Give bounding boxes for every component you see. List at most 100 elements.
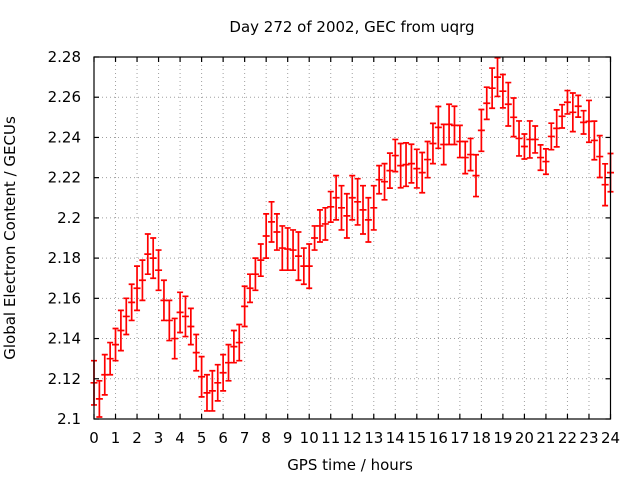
- error-bar-point: [386, 152, 394, 189]
- x-tick-label: 5: [197, 429, 207, 447]
- x-tick-label: 18: [472, 429, 491, 447]
- error-bar-point: [370, 184, 378, 231]
- axis-ticks: [93, 56, 612, 420]
- error-bar-point: [526, 120, 534, 159]
- error-bar-point: [128, 283, 136, 322]
- error-bar-point: [499, 73, 507, 109]
- error-bar-point: [537, 144, 545, 172]
- error-bar-point: [106, 341, 114, 376]
- x-tick-label: 4: [175, 429, 185, 447]
- error-bar-point: [155, 249, 163, 292]
- error-bar-point: [273, 213, 281, 251]
- x-tick-label: 23: [579, 429, 598, 447]
- x-tick-label: 2: [132, 429, 142, 447]
- error-bar-point: [359, 184, 367, 235]
- error-bar-point: [176, 291, 184, 334]
- error-bar-point: [278, 225, 286, 272]
- x-tick-label: 3: [154, 429, 164, 447]
- error-bar-point: [461, 140, 469, 175]
- error-bar-point: [165, 299, 173, 342]
- error-bar-point: [192, 333, 200, 372]
- x-tick-label: 15: [407, 429, 426, 447]
- error-bar-point: [418, 151, 426, 194]
- error-bar-point: [397, 142, 405, 189]
- error-bar-point: [381, 162, 389, 201]
- error-bar-point: [262, 213, 270, 259]
- error-bar-point: [483, 86, 491, 121]
- error-bar-point: [316, 208, 324, 243]
- error-bar-point: [251, 257, 259, 292]
- error-bar-point: [413, 148, 421, 189]
- error-bar-point: [440, 123, 448, 166]
- error-bar-point: [95, 379, 103, 418]
- x-tick-label: 12: [343, 429, 362, 447]
- error-bar-point: [542, 148, 550, 176]
- error-bar-point: [429, 122, 437, 165]
- x-tick-label: 21: [536, 429, 555, 447]
- error-bar-point: [450, 105, 458, 146]
- error-bar-point: [558, 103, 566, 129]
- x-tick-label: 14: [386, 429, 405, 447]
- error-bar-point: [520, 133, 528, 160]
- x-tick-label: 6: [218, 429, 228, 447]
- error-bar-point: [553, 109, 561, 148]
- chart-title: Day 272 of 2002, GEC from uqrg: [229, 18, 474, 36]
- error-bar-point: [305, 243, 313, 290]
- error-bar-point: [117, 309, 125, 352]
- error-bar-point: [327, 190, 335, 223]
- error-bar-point: [311, 225, 319, 251]
- error-bar-point: [563, 89, 571, 115]
- x-tick-label: 10: [300, 429, 319, 447]
- error-bar-point: [515, 120, 523, 157]
- error-bar-point: [187, 307, 195, 346]
- error-bar-point: [284, 227, 292, 272]
- error-bar-point: [246, 273, 254, 304]
- error-bar-point: [149, 237, 157, 280]
- y-axis-label: Global Electron Content / GECUs: [1, 116, 19, 360]
- error-bar-point: [391, 138, 399, 173]
- x-tick-label: 11: [321, 429, 340, 447]
- x-axis-label: GPS time / hours: [287, 456, 413, 474]
- error-bar-point: [171, 317, 179, 360]
- error-bar-point: [321, 206, 329, 241]
- error-bar-point: [332, 174, 340, 221]
- y-tick-label: 2.28: [48, 48, 81, 66]
- error-bar-point: [574, 94, 582, 118]
- y-tick-label: 2.14: [48, 330, 81, 348]
- y-tick-label: 2.26: [48, 88, 81, 106]
- error-bar-point: [402, 142, 410, 188]
- error-bar-point: [504, 81, 512, 127]
- error-bar-point: [375, 164, 383, 195]
- x-tick-label: 1: [111, 429, 121, 447]
- error-bar-point: [494, 56, 502, 98]
- y-tick-label: 2.16: [48, 289, 81, 307]
- error-bar-point: [354, 177, 362, 226]
- error-bar-point: [181, 295, 189, 338]
- error-bar-point: [424, 140, 432, 179]
- grid: [94, 57, 611, 419]
- error-bar-point: [585, 99, 593, 144]
- error-bar-point: [364, 196, 372, 243]
- error-bar-point: [601, 162, 609, 207]
- error-bar-point: [472, 153, 480, 198]
- error-bar-point: [138, 259, 146, 302]
- error-bar-point: [477, 108, 485, 153]
- error-bar-point: [198, 355, 206, 398]
- error-bar-point: [596, 134, 604, 179]
- y-tick-label: 2.1: [57, 410, 81, 428]
- error-bar-point: [214, 363, 222, 402]
- error-bar-point: [144, 233, 152, 276]
- error-bar-point: [445, 103, 453, 146]
- error-bar-point: [569, 92, 577, 133]
- error-bar-point: [219, 353, 227, 392]
- error-bar-point: [348, 174, 356, 221]
- error-bar-point: [289, 229, 297, 272]
- error-bar-point: [225, 343, 233, 382]
- y-tick-label: 2.12: [48, 370, 81, 388]
- x-tick-label: 16: [429, 429, 448, 447]
- error-bar-point: [268, 200, 276, 243]
- error-bar-point: [488, 67, 496, 110]
- error-bar-point: [203, 373, 211, 412]
